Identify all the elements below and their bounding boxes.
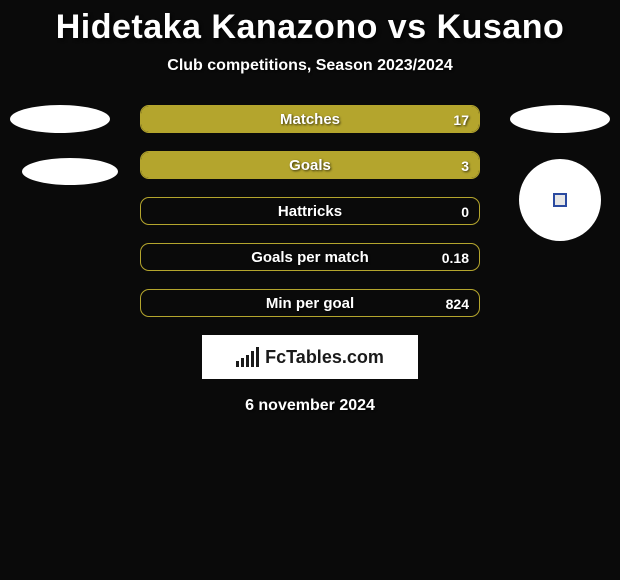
stat-bar-label: Goals per match [141,244,479,271]
stat-bars: Matches17 Goals3 Hattricks0 Goals per match… [140,105,480,317]
stat-bar: Hattricks0 [140,197,480,225]
stat-bar-value-right: 3 [461,152,469,179]
stat-bar: Goals3 [140,151,480,179]
stat-bar-label: Matches [141,106,479,133]
player-left-oval-2 [22,158,118,185]
avatar-placeholder-icon [553,193,567,207]
logo-text: FcTables.com [265,347,384,368]
stat-bar-label: Min per goal [141,290,479,317]
comparison-arena: Matches17 Goals3 Hattricks0 Goals per match… [0,105,620,317]
player-left-oval-1 [10,105,110,133]
stat-bar-value-right: 0 [461,198,469,225]
date-label: 6 november 2024 [0,397,620,415]
stat-bar: Matches17 [140,105,480,133]
logo-bars-icon [236,347,259,367]
stat-bar-value-right: 17 [453,106,469,133]
subtitle: Club competitions, Season 2023/2024 [0,57,620,75]
player-right-oval-1 [510,105,610,133]
stat-bar: Min per goal824 [140,289,480,317]
page-title: Hidetaka Kanazono vs Kusano [0,0,620,47]
stat-bar-label: Hattricks [141,198,479,225]
stat-bar-value-right: 0.18 [442,244,469,271]
fctables-logo: FcTables.com [202,335,418,379]
stat-bar: Goals per match0.18 [140,243,480,271]
player-right-avatar [519,159,601,241]
stat-bar-label: Goals [141,152,479,179]
stat-bar-value-right: 824 [446,290,469,317]
